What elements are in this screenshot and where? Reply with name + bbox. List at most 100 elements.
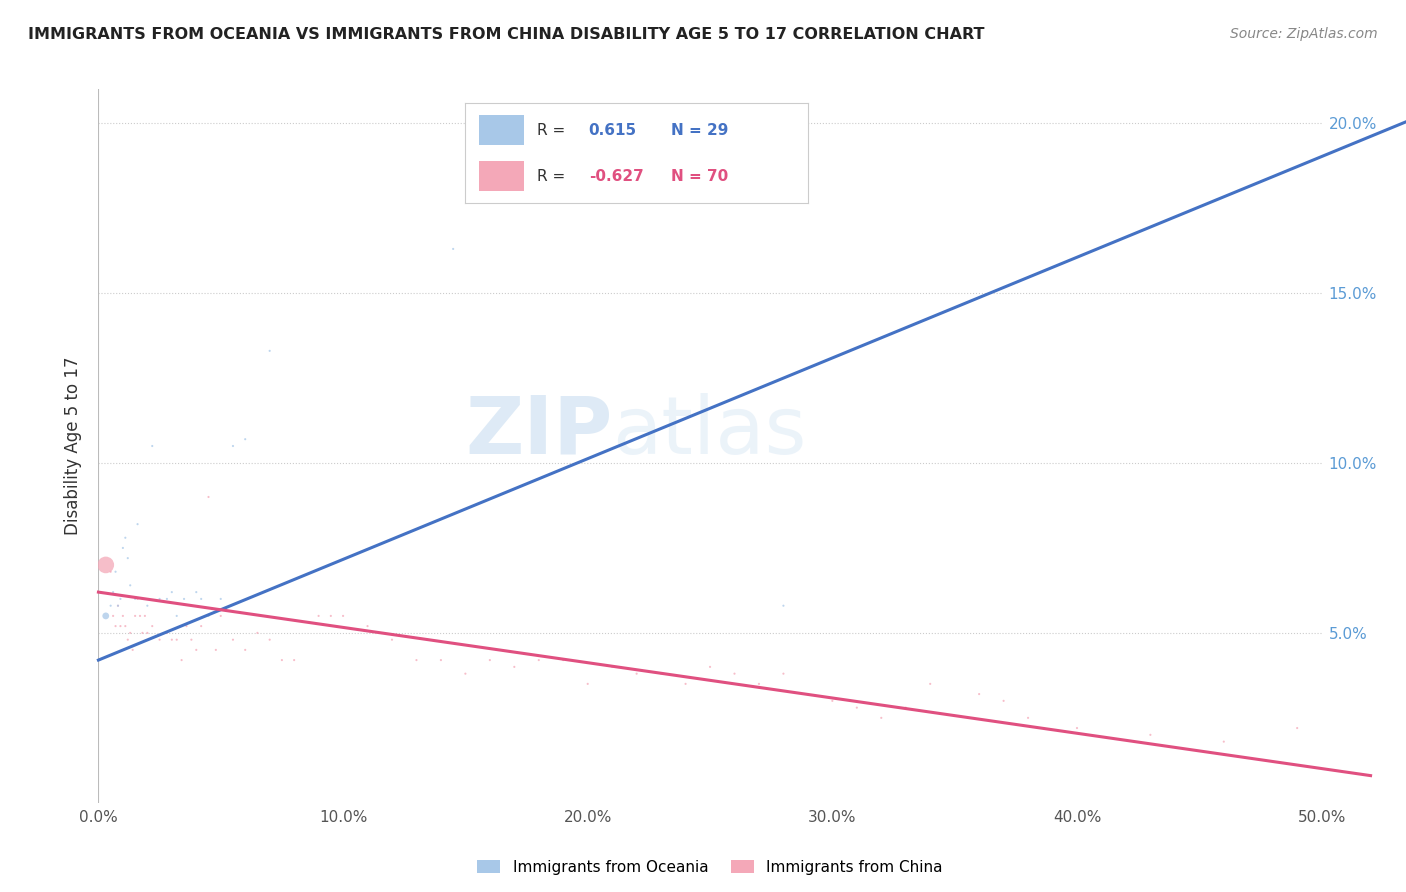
Point: [117, 632, 139, 647]
Point: [821, 694, 844, 708]
Point: [259, 343, 281, 358]
Point: [186, 643, 208, 657]
Point: [121, 643, 143, 657]
Point: [101, 608, 124, 623]
Point: [430, 653, 453, 667]
Point: [870, 711, 893, 725]
Point: [117, 551, 139, 566]
Legend: Immigrants from Oceania, Immigrants from China: Immigrants from Oceania, Immigrants from…: [471, 854, 949, 880]
Point: [129, 608, 152, 623]
Point: [111, 608, 134, 623]
Point: [114, 531, 136, 545]
Point: [197, 490, 219, 504]
Text: IMMIGRANTS FROM OCEANIA VS IMMIGRANTS FROM CHINA DISABILITY AGE 5 TO 17 CORRELAT: IMMIGRANTS FROM OCEANIA VS IMMIGRANTS FR…: [28, 27, 984, 42]
Point: [190, 619, 212, 633]
Point: [186, 585, 208, 599]
Point: [797, 687, 820, 701]
Point: [441, 242, 464, 256]
Point: [209, 608, 232, 623]
Point: [1066, 721, 1088, 735]
Point: [553, 653, 575, 667]
Point: [156, 626, 179, 640]
Point: [1017, 711, 1039, 725]
Point: [149, 632, 172, 647]
Point: [197, 608, 219, 623]
Text: Source: ZipAtlas.com: Source: ZipAtlas.com: [1230, 27, 1378, 41]
Point: [107, 599, 129, 613]
Point: [270, 653, 294, 667]
Point: [101, 585, 124, 599]
Point: [114, 619, 136, 633]
Point: [127, 517, 149, 532]
Point: [381, 632, 404, 647]
Point: [100, 565, 122, 579]
Point: [134, 608, 156, 623]
Point: [160, 585, 183, 599]
Point: [233, 432, 256, 446]
Point: [156, 591, 179, 606]
Point: [94, 608, 117, 623]
Point: [141, 619, 163, 633]
Point: [748, 677, 770, 691]
Point: [699, 660, 721, 674]
Point: [94, 558, 117, 572]
Point: [136, 599, 159, 613]
Point: [1286, 721, 1309, 735]
Y-axis label: Disability Age 5 to 17: Disability Age 5 to 17: [65, 357, 83, 535]
Point: [222, 632, 245, 647]
Point: [136, 626, 159, 640]
Point: [600, 660, 623, 674]
Point: [104, 619, 127, 633]
Point: [626, 666, 648, 681]
Point: [675, 677, 697, 691]
Point: [100, 599, 122, 613]
Point: [107, 599, 129, 613]
Point: [332, 608, 354, 623]
Point: [205, 643, 228, 657]
Point: [149, 591, 172, 606]
Point: [120, 578, 142, 592]
Point: [141, 439, 163, 453]
Point: [131, 626, 153, 640]
Point: [967, 687, 990, 701]
Point: [233, 643, 256, 657]
Point: [723, 666, 745, 681]
Point: [131, 591, 153, 606]
Point: [478, 653, 501, 667]
Point: [259, 632, 281, 647]
Point: [993, 694, 1015, 708]
Point: [104, 565, 127, 579]
Point: [124, 608, 146, 623]
Point: [190, 591, 212, 606]
Point: [176, 619, 198, 633]
Point: [405, 653, 427, 667]
Point: [246, 626, 269, 640]
Point: [1212, 734, 1234, 748]
Point: [222, 439, 245, 453]
Point: [1139, 728, 1161, 742]
Point: [160, 632, 183, 647]
Point: [127, 591, 149, 606]
Point: [319, 608, 342, 623]
Point: [166, 608, 188, 623]
Point: [209, 591, 232, 606]
Point: [124, 591, 146, 606]
Point: [170, 653, 193, 667]
Point: [845, 700, 868, 714]
Point: [454, 666, 477, 681]
Point: [166, 632, 188, 647]
Point: [576, 677, 599, 691]
Point: [180, 632, 202, 647]
Point: [308, 608, 330, 623]
Point: [173, 591, 195, 606]
Point: [772, 666, 794, 681]
Point: [503, 660, 526, 674]
Point: [283, 653, 305, 667]
Point: [356, 619, 378, 633]
Point: [650, 666, 672, 681]
Point: [120, 626, 142, 640]
Point: [110, 591, 132, 606]
Point: [110, 619, 132, 633]
Point: [772, 599, 794, 613]
Point: [894, 700, 917, 714]
